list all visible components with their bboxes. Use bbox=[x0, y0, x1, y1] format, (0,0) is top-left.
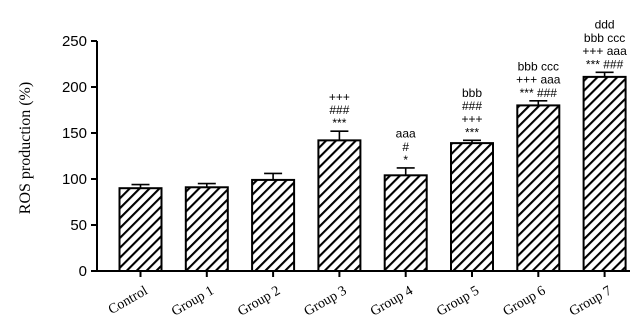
significance-label: *** bbox=[465, 125, 479, 139]
x-tick-label: Group 5 bbox=[434, 283, 482, 319]
x-tick-label: Control bbox=[106, 283, 151, 317]
y-tick-label: 0 bbox=[79, 263, 87, 280]
bar bbox=[118, 187, 163, 272]
y-tick-label: 50 bbox=[70, 217, 87, 234]
significance-label: +++ bbox=[329, 90, 350, 104]
significance-label: aaa bbox=[396, 127, 416, 141]
significance-label: bbb bbox=[462, 86, 482, 100]
y-tick-label: 200 bbox=[62, 79, 87, 96]
significance-label: ### bbox=[329, 103, 349, 117]
x-tick-label: Group 6 bbox=[501, 283, 549, 319]
significance-label: *** ### bbox=[586, 57, 624, 71]
bar bbox=[317, 139, 362, 272]
significance-label: bbb ccc bbox=[518, 59, 559, 73]
bar bbox=[184, 186, 229, 272]
x-tick-label: Group 2 bbox=[236, 283, 284, 319]
significance-label: ddd bbox=[595, 18, 615, 32]
significance-label: * bbox=[403, 153, 408, 167]
significance-label: +++ bbox=[461, 112, 482, 126]
y-tick-label: 250 bbox=[62, 33, 87, 50]
significance-label: +++ aaa bbox=[582, 44, 627, 58]
bar bbox=[251, 178, 296, 272]
x-tick-label: Group 4 bbox=[368, 283, 416, 319]
bar bbox=[582, 75, 627, 272]
bars: +++###***aaa#*bbb###+++***bbb ccc+++ aaa… bbox=[118, 18, 627, 273]
x-tick-label: Group 7 bbox=[567, 283, 615, 319]
significance-label: ### bbox=[462, 99, 482, 113]
x-tick-label: Group 1 bbox=[169, 283, 217, 319]
bar bbox=[516, 104, 561, 273]
significance-label: *** ### bbox=[520, 86, 558, 100]
x-tick-label: Group 3 bbox=[302, 283, 350, 319]
bar bbox=[383, 174, 428, 273]
y-axis-label: ROS production (%) bbox=[17, 82, 34, 214]
y-tick-label: 100 bbox=[62, 171, 87, 188]
significance-label: # bbox=[402, 140, 409, 154]
significance-label: bbb ccc bbox=[584, 31, 625, 45]
bar bbox=[450, 142, 494, 272]
significance-label: +++ aaa bbox=[516, 73, 561, 87]
significance-label: *** bbox=[332, 116, 346, 130]
y-tick-label: 150 bbox=[62, 125, 87, 142]
